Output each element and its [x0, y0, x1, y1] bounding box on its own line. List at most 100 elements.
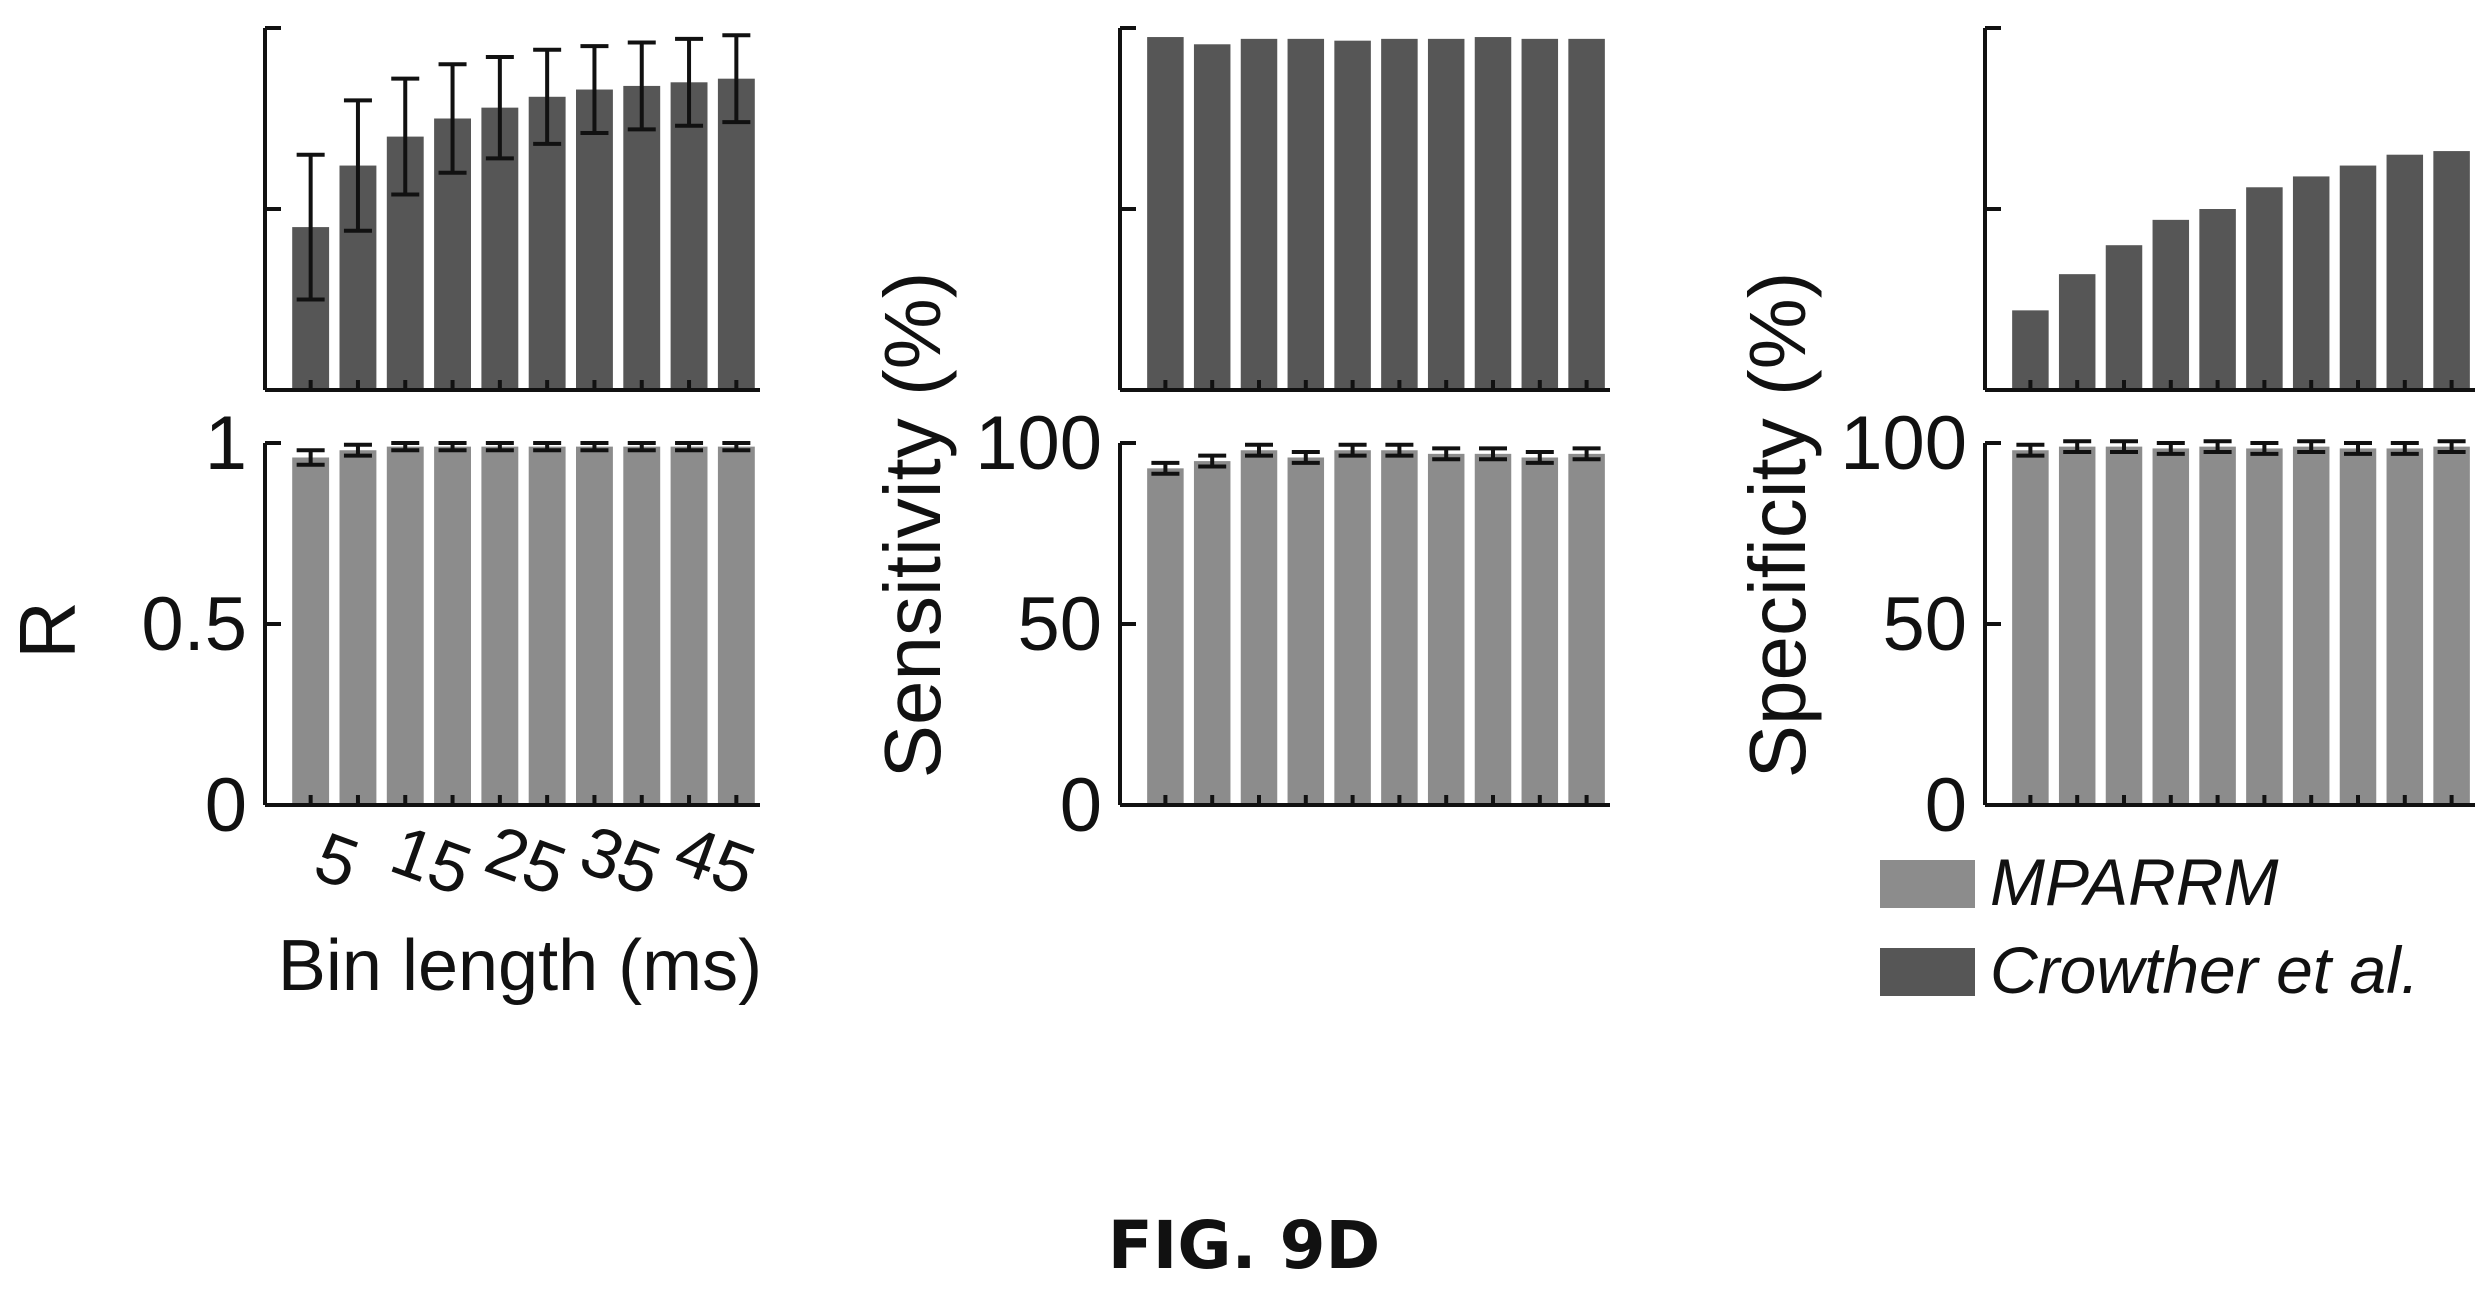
bar-r-bottom-7 — [623, 446, 661, 805]
bar-r-bottom-9 — [717, 446, 755, 805]
bar-r-bottom-3 — [434, 446, 471, 805]
error-bar-sens-bottom-1 — [1198, 453, 1227, 469]
bar-spec-top-3 — [2152, 219, 2190, 390]
bar-sens-top-3 — [1287, 38, 1325, 391]
panel-specificity-top — [1983, 26, 2475, 392]
bar-sens-bottom-9 — [1568, 453, 1605, 805]
bar-spec-bottom-9 — [2433, 446, 2470, 805]
legend-swatch-mparrm — [1880, 860, 1975, 908]
bar-spec-bottom-7 — [2339, 448, 2377, 805]
y-tick-label-r-bottom-1: 0.5 — [141, 582, 247, 667]
error-bar-spec-bottom-9 — [2437, 439, 2466, 455]
bar-r-top-7 — [623, 85, 661, 391]
bar-spec-bottom-3 — [2152, 448, 2190, 805]
bar-sens-bottom-7 — [1474, 453, 1512, 805]
bar-sens-bottom-0 — [1147, 468, 1184, 805]
error-bar-sens-bottom-8 — [1525, 450, 1554, 465]
error-bar-r-bottom-4 — [485, 441, 514, 453]
bar-r-top-8 — [670, 82, 708, 391]
bar-spec-top-0 — [2012, 310, 2049, 390]
bar-spec-bottom-6 — [2292, 446, 2330, 805]
error-bar-r-top-8 — [675, 36, 704, 128]
y-axis-label-sensitivity: Sensitivity (%) — [868, 272, 957, 779]
bar-spec-top-9 — [2433, 151, 2470, 390]
error-bar-sens-bottom-0 — [1151, 460, 1180, 476]
error-bar-sens-bottom-4 — [1338, 442, 1367, 458]
bar-sens-bottom-4 — [1334, 450, 1371, 805]
figure-label: FIG. 9D — [1108, 1207, 1381, 1284]
bar-sens-bottom-1 — [1193, 461, 1231, 805]
error-bar-r-top-1 — [343, 98, 372, 233]
legend-swatch-crowther — [1880, 948, 1975, 996]
y-axis-label-r: R — [3, 601, 92, 659]
error-bar-sens-bottom-6 — [1432, 446, 1461, 462]
x-tick-label-1: 15 — [382, 810, 482, 910]
error-bar-spec-bottom-7 — [2344, 441, 2372, 456]
bar-sens-top-6 — [1427, 38, 1465, 391]
bar-r-bottom-0 — [292, 457, 330, 805]
error-bar-r-top-2 — [391, 76, 420, 197]
error-bar-r-bottom-0 — [296, 448, 325, 467]
error-bar-r-bottom-9 — [722, 441, 751, 453]
error-bar-r-bottom-5 — [533, 441, 562, 453]
bar-sens-top-0 — [1147, 37, 1184, 391]
bar-spec-top-5 — [2246, 187, 2283, 390]
bar-sens-top-4 — [1334, 40, 1371, 391]
bar-sens-bottom-5 — [1381, 450, 1418, 805]
bar-sens-top-2 — [1240, 38, 1278, 391]
y-tick-label-r-bottom-2: 1 — [205, 401, 247, 486]
bar-sens-bottom-6 — [1427, 453, 1465, 805]
error-bar-spec-bottom-2 — [2110, 439, 2138, 455]
x-tick-label-4: 45 — [665, 810, 765, 910]
y-tick-label-sens-bottom-0: 0 — [1060, 763, 1102, 848]
y-tick-label-r-bottom-0: 0 — [205, 763, 247, 848]
error-bar-r-top-4 — [485, 54, 514, 161]
bar-spec-top-2 — [2105, 245, 2143, 390]
error-bar-r-top-6 — [580, 44, 609, 135]
bar-sens-bottom-2 — [1240, 450, 1278, 805]
error-bar-spec-bottom-8 — [2390, 441, 2419, 456]
bar-r-bottom-6 — [576, 446, 613, 805]
error-bar-spec-bottom-6 — [2297, 439, 2326, 455]
y-tick-label-spec-bottom-2: 100 — [1840, 401, 1967, 486]
bar-r-bottom-1 — [339, 450, 377, 805]
error-bar-spec-bottom-4 — [2203, 439, 2232, 455]
error-bar-sens-bottom-9 — [1572, 446, 1601, 462]
bar-r-bottom-2 — [386, 446, 424, 805]
bar-sens-bottom-8 — [1521, 457, 1559, 805]
y-axis-label-specificity: Specificity (%) — [1733, 272, 1822, 779]
error-bar-sens-bottom-3 — [1291, 450, 1320, 465]
bar-sens-top-9 — [1568, 38, 1605, 391]
error-bar-sens-bottom-2 — [1245, 442, 1273, 458]
x-axis-label: Bin length (ms) — [278, 926, 762, 1006]
legend-label-mparrm: MPARRM — [1990, 845, 2278, 919]
bar-r-bottom-8 — [670, 446, 708, 805]
y-tick-label-spec-bottom-0: 0 — [1925, 763, 1967, 848]
bar-spec-bottom-8 — [2386, 448, 2424, 805]
bar-spec-bottom-2 — [2105, 446, 2143, 805]
error-bar-r-bottom-2 — [391, 441, 420, 453]
bar-sens-top-1 — [1193, 44, 1231, 390]
bar-sens-top-8 — [1521, 38, 1559, 391]
bar-spec-top-8 — [2386, 154, 2424, 390]
panel-sensitivity-bottom: 0 50 100 — [975, 401, 1610, 848]
bar-sens-top-5 — [1381, 38, 1418, 391]
error-bar-r-top-3 — [438, 62, 467, 175]
bar-r-bottom-4 — [481, 446, 519, 805]
error-bar-sens-bottom-7 — [1479, 446, 1507, 462]
bar-spec-bottom-4 — [2199, 446, 2236, 805]
bar-r-top-6 — [576, 89, 613, 390]
bar-sens-top-7 — [1474, 37, 1512, 391]
error-bar-r-top-0 — [296, 152, 325, 302]
error-bar-sens-bottom-5 — [1385, 442, 1414, 458]
error-bar-r-bottom-6 — [580, 441, 609, 453]
error-bar-r-top-9 — [722, 33, 751, 125]
y-tick-label-spec-bottom-1: 50 — [1882, 582, 1967, 667]
x-tick-label-0: 5 — [305, 817, 368, 904]
panel-sensitivity-top — [1118, 26, 1610, 392]
error-bar-r-bottom-8 — [675, 441, 704, 453]
panel-r-top — [263, 26, 760, 392]
bar-spec-top-6 — [2292, 176, 2330, 390]
x-tick-label-2: 25 — [476, 810, 576, 910]
bar-spec-bottom-5 — [2246, 448, 2283, 805]
